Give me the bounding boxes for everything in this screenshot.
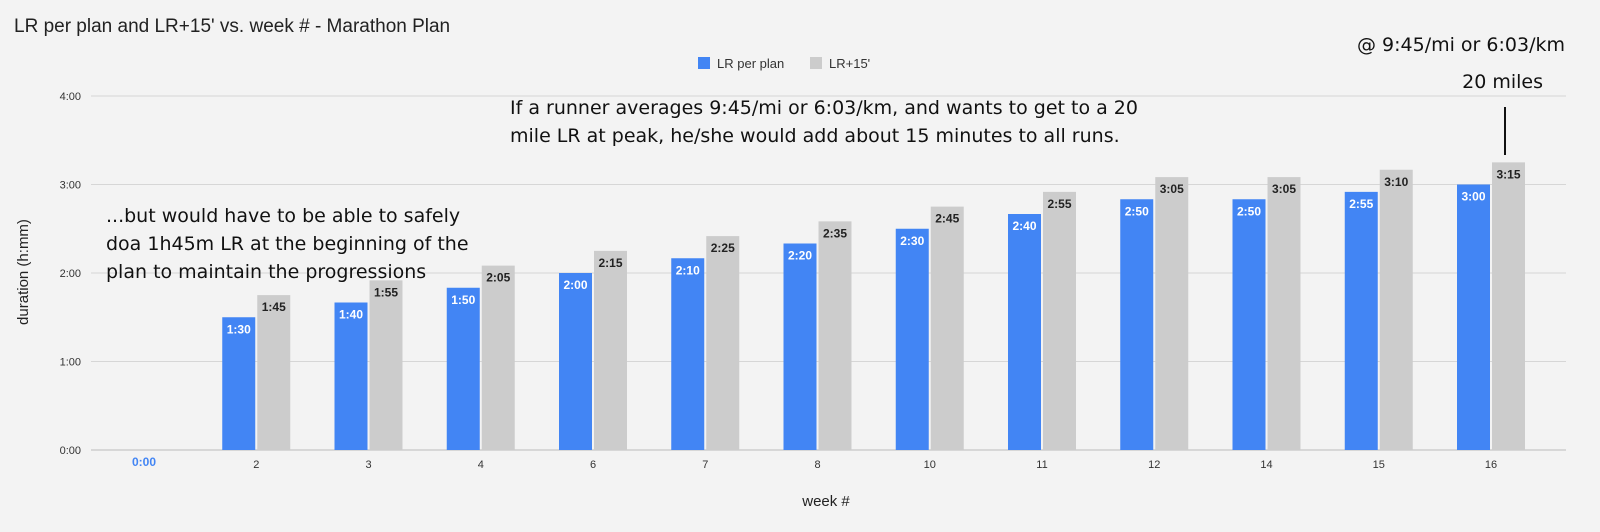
data-label: 1:40: [339, 308, 363, 322]
bar-lr-plus15-1: [257, 295, 291, 450]
data-label: 3:05: [1272, 182, 1296, 196]
chart-title: LR per plan and LR+15' vs. week # - Mara…: [14, 16, 451, 37]
x-tick-label: 16: [1485, 459, 1497, 471]
data-label: 2:50: [1125, 204, 1149, 218]
x-tick-label: 3: [365, 459, 371, 471]
y-tick-label: 3:00: [60, 180, 81, 192]
data-label: 2:30: [900, 234, 924, 248]
data-label: 2:50: [1237, 204, 1261, 218]
x-tick-label: 15: [1373, 459, 1385, 471]
bar-lr-plan-8: [1008, 214, 1041, 450]
bar-lr-plan-1: [222, 317, 256, 450]
data-label: 2:15: [598, 256, 622, 270]
y-tick-label: 2:00: [60, 268, 81, 280]
y-tick-label: 0:00: [60, 445, 81, 457]
data-label: 2:10: [676, 263, 700, 277]
legend: LR per plan LR+15': [698, 56, 870, 71]
bar-lr-plus15-5: [706, 236, 740, 450]
data-label: 0:00: [132, 455, 156, 469]
data-label: 1:45: [262, 300, 286, 314]
y-axis-title: duration (h:mm): [15, 219, 32, 325]
bar-lr-plan-5: [671, 258, 705, 450]
x-tick-label: 6: [590, 459, 596, 471]
bar-lr-plan-10: [1232, 199, 1266, 450]
bar-lr-plus15-7: [930, 206, 964, 450]
data-label: 2:05: [486, 271, 510, 285]
bar-lr-plus15-4: [594, 250, 627, 450]
legend-swatch-0: [698, 57, 710, 69]
data-label: 1:30: [227, 322, 251, 336]
x-tick-label: 4: [478, 459, 484, 471]
y-tick-label: 1:00: [60, 357, 81, 369]
bar-lr-plus15-11: [1379, 169, 1413, 450]
bar-lr-plan-2: [334, 302, 368, 450]
bar-lr-plan-9: [1120, 199, 1154, 450]
data-label: 2:45: [935, 212, 959, 226]
bar-lr-plan-7: [895, 228, 929, 450]
bar-lr-plus15-12: [1492, 162, 1525, 450]
annotation-top: If a runner averages 9:45/mi or 6:03/km,…: [510, 97, 1138, 147]
x-tick-label: 2: [253, 459, 259, 471]
bar-lr-plan-3: [446, 287, 480, 450]
bars: [222, 162, 1525, 450]
x-tick-label: 11: [1036, 459, 1047, 471]
bar-lr-plan-12: [1457, 184, 1490, 450]
bar-lr-plus15-8: [1043, 191, 1076, 450]
bar-lr-plus15-6: [818, 221, 852, 450]
data-label: 3:15: [1496, 167, 1520, 181]
data-label: 2:35: [823, 226, 847, 240]
bar-lr-plan-6: [783, 243, 817, 450]
bar-lr-plus15-3: [481, 265, 515, 450]
legend-label-0: LR per plan: [717, 56, 784, 71]
data-label: 2:00: [563, 278, 587, 292]
data-label: 3:10: [1384, 175, 1408, 189]
bar-lr-plus15-2: [369, 280, 403, 450]
x-axis-title: week #: [801, 493, 850, 510]
data-label: 3:05: [1160, 182, 1184, 196]
data-label: 2:55: [1047, 197, 1071, 211]
bar-lr-plan-4: [559, 273, 592, 450]
x-tick-label: 8: [814, 459, 820, 471]
x-tick-label: 14: [1260, 459, 1272, 471]
y-tick-labels: 0:00 1:00 2:00 3:00 4:00: [60, 91, 81, 457]
data-label: 2:25: [711, 241, 735, 255]
bar-lr-plus15-10: [1267, 177, 1301, 450]
x-tick-label: 12: [1148, 459, 1160, 471]
data-label: 2:55: [1349, 197, 1373, 211]
data-label: 2:40: [1012, 219, 1036, 233]
x-tick-label: 10: [924, 459, 936, 471]
data-label: 3:00: [1461, 190, 1485, 204]
bar-lr-plan-11: [1344, 191, 1378, 450]
data-label: 1:55: [374, 285, 398, 299]
annotation-pace: @ 9:45/mi or 6:03/km: [1357, 34, 1565, 56]
annotation-miles: 20 miles: [1462, 71, 1543, 93]
data-labels: 0:00 1:30 1:45 1:40 1:55 1:50 2:05 2:00 2:15 2:10…: [132, 167, 1521, 469]
x-tick-label: 7: [702, 459, 708, 471]
annotation-left: ...but would have to be able to safely d…: [106, 205, 469, 283]
data-label: 1:50: [451, 293, 475, 307]
legend-swatch-1: [810, 57, 822, 69]
legend-label-1: LR+15': [829, 56, 870, 71]
x-tick-labels: 2 3 4 6 7 8 10 11 12 14 15 16: [253, 459, 1497, 471]
bar-lr-plus15-9: [1155, 177, 1189, 450]
y-tick-label: 4:00: [60, 91, 81, 103]
data-label: 2:20: [788, 249, 812, 263]
